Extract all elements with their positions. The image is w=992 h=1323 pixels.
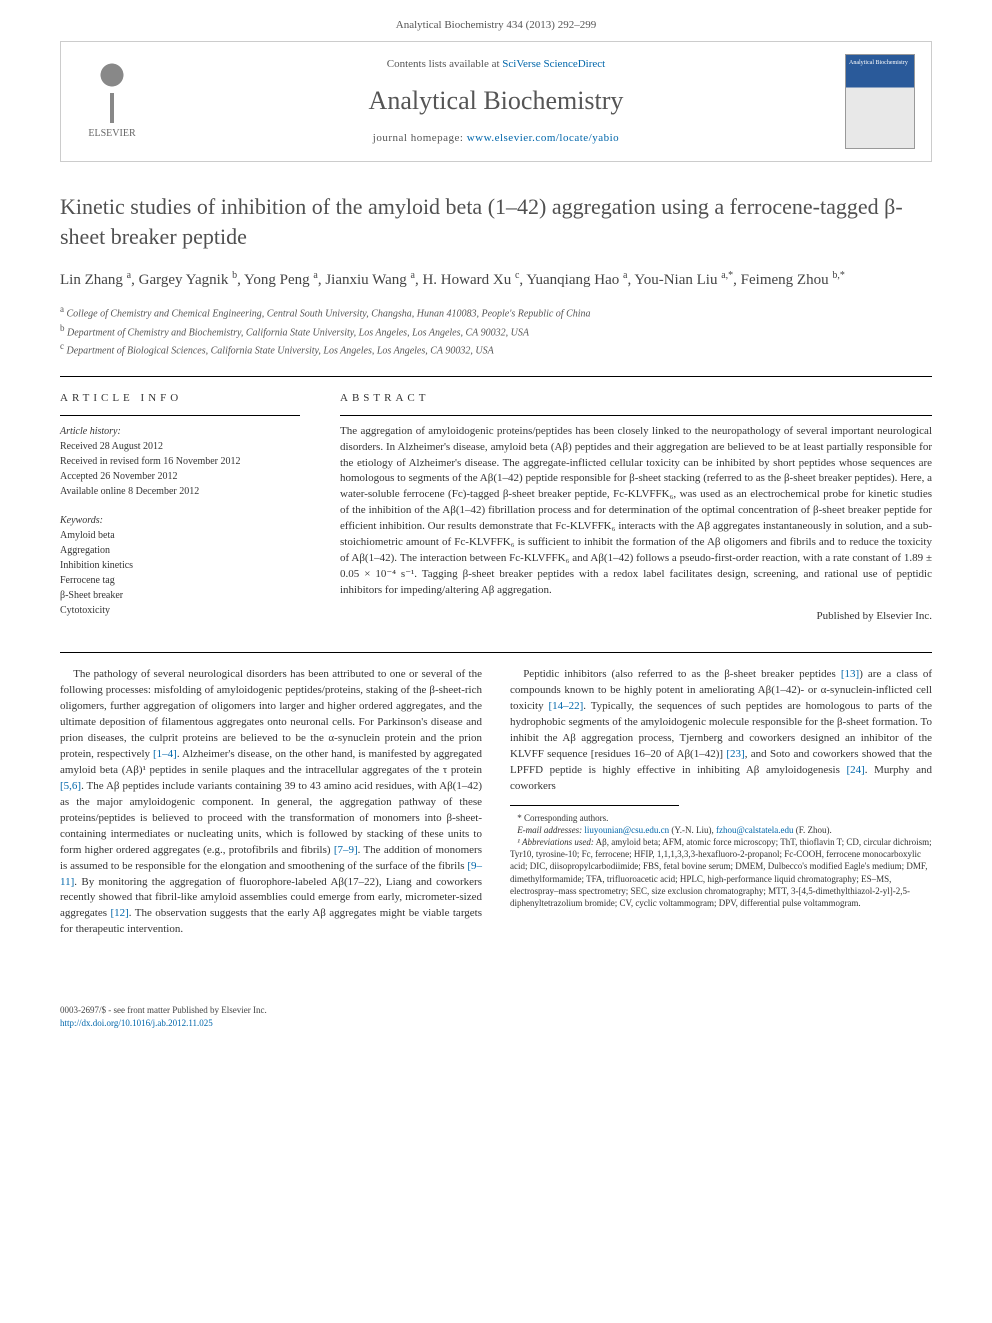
abstract-rule xyxy=(340,415,932,416)
history-line: Available online 8 December 2012 xyxy=(60,484,300,499)
article-info-column: ARTICLE INFO Article history: Received 2… xyxy=(60,391,300,624)
footnotes-rule xyxy=(510,805,679,806)
homepage-prefix: journal homepage: xyxy=(373,132,467,144)
affiliation-line: b Department of Chemistry and Biochemist… xyxy=(60,322,932,340)
body-p3a: Peptidic inhibitors (also referred to as… xyxy=(523,668,841,680)
email-link-2[interactable]: fzhou@calstatela.edu xyxy=(716,825,794,835)
ref-link-7-9[interactable]: [7–9] xyxy=(334,844,358,856)
abbrev-label: ¹ Abbreviations used: xyxy=(517,837,594,847)
corresponding-authors: * Corresponding authors. xyxy=(510,812,932,824)
ref-link-13[interactable]: [13] xyxy=(841,668,859,680)
keyword-line: Ferrocene tag xyxy=(60,573,300,588)
body-paragraph-1: The pathology of several neurological di… xyxy=(60,667,482,938)
masthead-center: Contents lists available at SciVerse Sci… xyxy=(147,57,845,146)
ref-link-1-4[interactable]: [1–4] xyxy=(153,748,177,760)
contents-available-line: Contents lists available at SciVerse Sci… xyxy=(147,57,845,72)
keyword-line: Amyloid beta xyxy=(60,528,300,543)
body-rule xyxy=(60,652,932,653)
keyword-line: Cytotoxicity xyxy=(60,603,300,618)
article-info-heading: ARTICLE INFO xyxy=(60,391,300,406)
email-label: E-mail addresses: xyxy=(517,825,582,835)
affiliation-line: c Department of Biological Sciences, Cal… xyxy=(60,340,932,358)
footnotes: * Corresponding authors. E-mail addresse… xyxy=(510,812,932,909)
article-history: Article history: Received 28 August 2012… xyxy=(60,424,300,499)
published-by-line: Published by Elsevier Inc. xyxy=(340,609,932,624)
body-text: The pathology of several neurological di… xyxy=(60,667,932,938)
contents-prefix: Contents lists available at xyxy=(387,58,502,70)
journal-homepage-link[interactable]: www.elsevier.com/locate/yabio xyxy=(467,132,619,144)
keywords-block: Keywords: Amyloid betaAggregationInhibit… xyxy=(60,513,300,618)
email-who-2: (F. Zhou). xyxy=(793,825,831,835)
journal-masthead: ELSEVIER Contents lists available at Sci… xyxy=(60,41,932,162)
ref-link-14-22[interactable]: [14–22] xyxy=(548,700,583,712)
history-line: Received 28 August 2012 xyxy=(60,439,300,454)
keyword-line: Inhibition kinetics xyxy=(60,558,300,573)
article-title: Kinetic studies of inhibition of the amy… xyxy=(60,192,932,251)
keyword-line: Aggregation xyxy=(60,543,300,558)
ref-link-24[interactable]: [24] xyxy=(846,764,864,776)
abstract-column: ABSTRACT The aggregation of amyloidogeni… xyxy=(340,391,932,624)
ref-link-12[interactable]: [12] xyxy=(110,907,128,919)
email-addresses-line: E-mail addresses: liuyounian@csu.edu.cn … xyxy=(510,824,932,836)
body-paragraph-3: Peptidic inhibitors (also referred to as… xyxy=(510,667,932,795)
article-content: Kinetic studies of inhibition of the amy… xyxy=(0,192,992,978)
ref-link-5-6[interactable]: [5,6] xyxy=(60,780,81,792)
affiliations: a College of Chemistry and Chemical Engi… xyxy=(60,303,932,358)
history-line: Received in revised form 16 November 201… xyxy=(60,454,300,469)
abbreviations-footnote: ¹ Abbreviations used: Aβ, amyloid beta; … xyxy=(510,836,932,909)
footer-copyright: 0003-2697/$ - see front matter Published… xyxy=(60,998,932,1029)
ref-link-23[interactable]: [23] xyxy=(726,748,744,760)
header-citation: Analytical Biochemistry 434 (2013) 292–2… xyxy=(0,0,992,41)
affiliation-line: a College of Chemistry and Chemical Engi… xyxy=(60,303,932,321)
abstract-heading: ABSTRACT xyxy=(340,391,932,406)
elsevier-logo: ELSEVIER xyxy=(77,57,147,147)
journal-homepage-line: journal homepage: www.elsevier.com/locat… xyxy=(147,131,845,146)
history-label: Article history: xyxy=(60,424,300,439)
keyword-line: β-Sheet breaker xyxy=(60,588,300,603)
footnotes-block: * Corresponding authors. E-mail addresse… xyxy=(510,805,932,909)
body-p1a: The pathology of several neurological di… xyxy=(60,668,482,760)
keywords-label: Keywords: xyxy=(60,513,300,528)
elsevier-logo-text: ELSEVIER xyxy=(88,127,135,141)
sciencedirect-link[interactable]: SciVerse ScienceDirect xyxy=(502,58,605,70)
abbrev-text: Aβ, amyloid beta; AFM, atomic force micr… xyxy=(510,837,932,908)
author-list: Lin Zhang a, Gargey Yagnik b, Yong Peng … xyxy=(60,268,932,292)
email-link-1[interactable]: liuyounian@csu.edu.cn xyxy=(584,825,669,835)
abstract-text: The aggregation of amyloidogenic protein… xyxy=(340,424,932,599)
front-matter-line: 0003-2697/$ - see front matter Published… xyxy=(60,1004,932,1017)
info-rule xyxy=(60,415,300,416)
journal-cover-thumbnail xyxy=(845,54,915,149)
email-who-1: (Y.-N. Liu), xyxy=(669,825,716,835)
history-line: Accepted 26 November 2012 xyxy=(60,469,300,484)
info-abstract-row: ARTICLE INFO Article history: Received 2… xyxy=(60,391,932,624)
elsevier-tree-icon xyxy=(87,63,137,123)
journal-name: Analytical Biochemistry xyxy=(147,83,845,119)
section-rule xyxy=(60,376,932,377)
doi-link[interactable]: http://dx.doi.org/10.1016/j.ab.2012.11.0… xyxy=(60,1018,213,1028)
